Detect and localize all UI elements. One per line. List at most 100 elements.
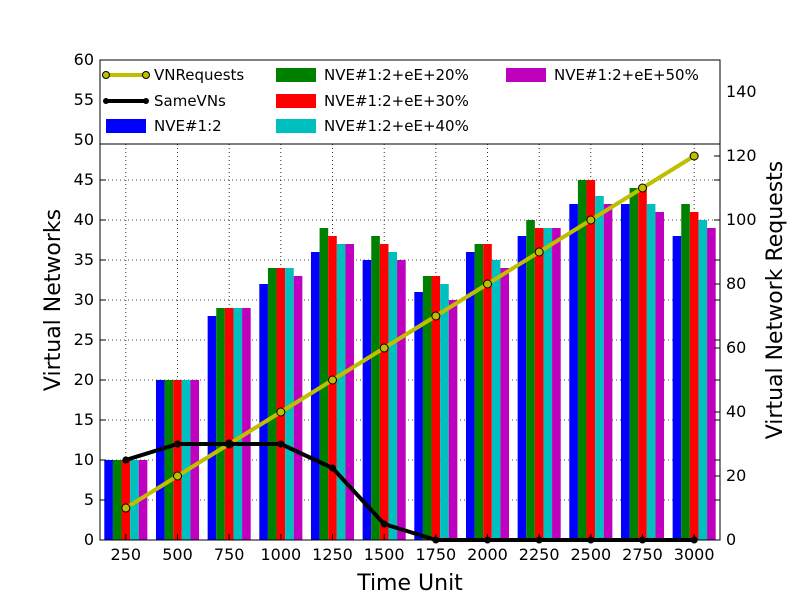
bar: [362, 260, 372, 540]
data-point: [276, 407, 286, 417]
bar: [181, 380, 191, 540]
bar: [233, 308, 243, 540]
bar: [595, 196, 604, 540]
y-tick-label: 10: [74, 450, 94, 469]
data-point: [638, 183, 647, 193]
data-point: [379, 343, 389, 353]
bar: [388, 252, 398, 540]
x-tick-label: 500: [162, 545, 193, 564]
bar: [586, 180, 596, 540]
y2-tick-label: 20: [726, 466, 746, 485]
y-tick-label: 5: [84, 490, 94, 509]
legend-swatch: [506, 68, 546, 82]
x-tick-label: 3000: [674, 545, 715, 564]
bar: [465, 252, 475, 540]
bar: [259, 284, 268, 540]
x-tick-label: 2000: [467, 545, 508, 564]
y-tick-label: 35: [74, 250, 94, 269]
bar: [345, 244, 355, 540]
bar: [422, 276, 432, 540]
bar: [173, 380, 182, 540]
legend-swatch: [276, 119, 316, 133]
bar: [440, 284, 449, 540]
bar: [526, 220, 535, 540]
legend-label: NVE#1:2+eE+30%: [324, 92, 469, 110]
legend-marker: [143, 98, 149, 104]
bar: [276, 268, 286, 540]
x-tick-label: 2750: [622, 545, 663, 564]
data-point: [121, 503, 131, 513]
legend-swatch: [276, 68, 316, 82]
y2-tick-label: 120: [726, 146, 757, 165]
legend-swatch: [276, 94, 316, 108]
data-point: [173, 471, 182, 481]
y2-tick-label: 100: [726, 210, 757, 229]
legend: VNRequests SameVNs NVE#1:2 NVE#1:2+eE+20% NV…: [99, 59, 721, 145]
bar: [707, 228, 716, 540]
bar: [500, 268, 510, 540]
bar: [474, 244, 484, 540]
bar: [121, 460, 131, 540]
bar: [293, 276, 303, 540]
data-point: [122, 456, 130, 464]
bar: [242, 308, 251, 540]
y-tick-label: 50: [74, 130, 94, 149]
data-point: [328, 375, 337, 385]
bar: [285, 268, 294, 540]
legend-marker: [142, 71, 150, 79]
bar: [517, 236, 527, 540]
x-tick-label: 2500: [570, 545, 611, 564]
x-tick-label: 750: [214, 545, 245, 564]
bar: [569, 204, 578, 540]
series-line: [124, 154, 696, 510]
legend-label: NVE#1:2+eE+50%: [554, 66, 699, 84]
bar: [543, 228, 553, 540]
bar: [224, 308, 234, 540]
bar: [130, 460, 139, 540]
legend-swatch: [106, 119, 146, 133]
bar: [112, 460, 122, 540]
bar: [414, 292, 423, 540]
x-tick-label: 1000: [260, 545, 301, 564]
y-tick-label: 30: [74, 290, 94, 309]
data-point: [483, 279, 492, 289]
legend-marker: [102, 71, 110, 79]
bar: [336, 244, 346, 540]
y2-axis-title: Virtual Network Requests: [763, 161, 788, 440]
y-tick-label: 55: [74, 90, 94, 109]
legend-label: SameVNs: [154, 92, 226, 110]
bar: [620, 204, 630, 540]
bars: [104, 180, 716, 540]
y-tick-label: 60: [74, 50, 94, 69]
bar: [267, 268, 277, 540]
y-tick-label: 25: [74, 330, 94, 349]
bar: [698, 220, 708, 540]
bar: [155, 380, 165, 540]
bar: [603, 204, 613, 540]
y-tick-label: 0: [84, 530, 94, 549]
y2-tick-label: 0: [726, 530, 736, 549]
x-tick-label: 1500: [364, 545, 405, 564]
x-axis-title: Time Unit: [356, 571, 463, 596]
legend-label: VNRequests: [154, 66, 244, 84]
bar: [552, 228, 561, 540]
y2-tick-label: 40: [726, 402, 746, 421]
bar: [164, 380, 174, 540]
y-axis-title: Virtual Networks: [41, 209, 66, 391]
x-tick-label: 1250: [312, 545, 353, 564]
x-tick-label: 2250: [519, 545, 560, 564]
y-tick-label: 20: [74, 370, 94, 389]
bar: [646, 204, 656, 540]
y2-tick-label: 140: [726, 82, 757, 101]
bar: [371, 236, 380, 540]
bar: [397, 260, 406, 540]
bar: [689, 212, 699, 540]
data-point: [380, 520, 388, 528]
bar: [138, 460, 148, 540]
bar: [328, 236, 337, 540]
data-point: [534, 247, 544, 257]
data-point: [329, 464, 336, 472]
bar: [491, 260, 501, 540]
data-point: [586, 215, 596, 225]
bar: [681, 204, 690, 540]
